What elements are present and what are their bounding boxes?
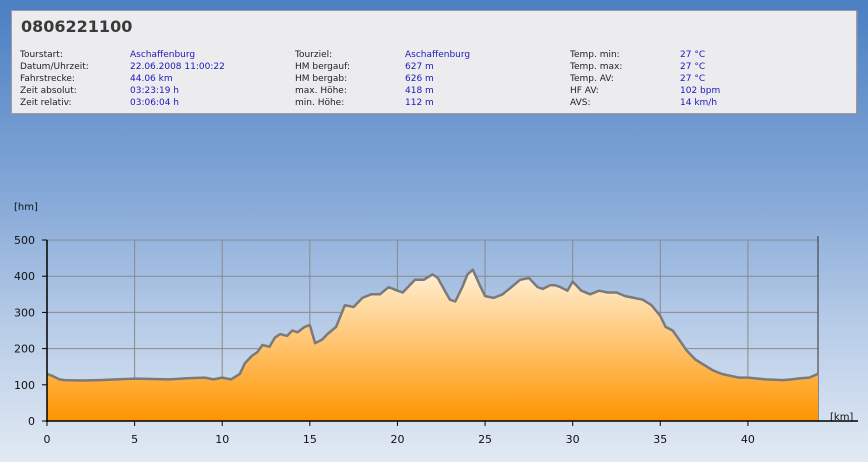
info-label: HF AV: — [570, 86, 599, 96]
info-value: 03:06:04 h — [130, 98, 179, 108]
x-tick-label: 5 — [131, 433, 138, 446]
elevation-area — [47, 269, 818, 421]
y-tick-label: 400 — [14, 270, 35, 283]
x-tick-label: 35 — [653, 433, 667, 446]
tour-title: 0806221100 — [21, 17, 133, 36]
x-tick-label: 15 — [303, 433, 317, 446]
info-value: 27 °C — [680, 74, 706, 84]
info-value: 112 m — [405, 98, 434, 108]
y-tick-label: 100 — [14, 379, 35, 392]
info-value: 03:23:19 h — [130, 86, 179, 96]
x-axis-label: [km] — [830, 412, 853, 423]
info-label: Zeit relativ: — [20, 98, 72, 108]
info-label: AVS: — [570, 98, 591, 108]
info-label: Zeit absolut: — [20, 86, 77, 96]
info-value: 22.06.2008 11:00:22 — [130, 62, 225, 72]
elevation-line — [46, 268, 819, 382]
info-label: Temp. AV: — [570, 74, 614, 84]
x-tick-label: 30 — [566, 433, 580, 446]
info-value: 14 km/h — [680, 98, 718, 108]
info-value: Aschaffenburg — [130, 50, 196, 60]
info-label: HM bergab: — [295, 74, 348, 84]
info-value: 626 m — [405, 74, 434, 84]
x-tick-label: 25 — [478, 433, 492, 446]
tick-labels: 0 100 200 300 400 500 0 5 10 15 20 25 30 35 40 — [14, 234, 755, 446]
chart-axes — [42, 239, 858, 426]
info-label: max. Höhe: — [295, 86, 347, 96]
info-label: Tourstart: — [20, 50, 63, 60]
y-tick-label: 500 — [14, 234, 35, 247]
x-tick-label: 20 — [390, 433, 404, 446]
info-value: 44.06 km — [130, 74, 173, 84]
info-label: min. Höhe: — [295, 98, 345, 108]
x-tick-label: 0 — [44, 433, 51, 446]
info-value: Aschaffenburg — [405, 50, 471, 60]
y-tick-label: 300 — [14, 306, 35, 319]
info-label: Tourziel: — [295, 50, 333, 60]
x-tick-label: 40 — [741, 433, 755, 446]
info-value: 418 m — [405, 86, 434, 96]
info-label: Temp. max: — [570, 62, 623, 72]
info-value: 102 bpm — [680, 86, 721, 96]
info-value: 27 °C — [680, 62, 706, 72]
info-value: 27 °C — [680, 50, 706, 60]
x-tick-label: 10 — [215, 433, 229, 446]
info-value: 627 m — [405, 62, 434, 72]
y-tick-label: 0 — [28, 415, 35, 428]
y-tick-label: 200 — [14, 343, 35, 356]
info-label: Fahrstrecke: — [20, 74, 75, 84]
tour-info-panel: 0806221100 Tourstart: Aschaffenburg Datum/… — [11, 10, 857, 114]
y-axis-label: [hm] — [14, 202, 38, 213]
info-label: Datum/Uhrzeit: — [20, 62, 89, 72]
info-label: Temp. min: — [570, 50, 620, 60]
info-label: HM bergauf: — [295, 62, 350, 72]
